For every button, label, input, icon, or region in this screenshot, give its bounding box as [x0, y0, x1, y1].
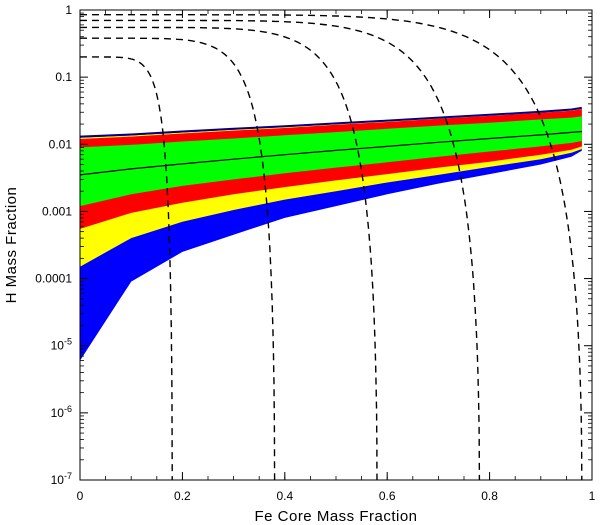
y-tick-label-7: 10-7: [51, 471, 72, 487]
x-tick-label-1: 0.2: [174, 489, 191, 503]
y-tick-label-0: 1: [65, 3, 72, 17]
solid-line-1: [79, 106, 582, 138]
axes-layer: 0 0.2 0.4 0.6 0.8 1 1 0.1 0.01 0.001 0.0001 10-5 10-…: [35, 3, 595, 503]
y-tick-label-6: 10-6: [51, 404, 72, 420]
x-tick-label-5: 1: [589, 489, 596, 503]
dashed-curve-4: [80, 14, 583, 481]
x-tick-label-0: 0: [77, 489, 84, 503]
dashed-curve-1: [80, 37, 276, 481]
y-tick-label-1: 0.1: [55, 70, 72, 84]
y-axis-title: H Mass Fraction: [3, 187, 20, 304]
x-tick-label-2: 0.4: [276, 489, 293, 503]
bands-layer: [80, 107, 582, 361]
y-tick-label-5: 10-5: [51, 337, 72, 353]
y-tick-label-4: 0.0001: [35, 272, 72, 286]
y-tick-label-3: 0.001: [42, 204, 72, 218]
dashed-curve-2: [80, 26, 378, 481]
band-3: [80, 116, 582, 207]
x-tick-label-3: 0.6: [379, 489, 396, 503]
dashed-curve-0: [80, 56, 173, 480]
y-tick-label-2: 0.01: [49, 137, 73, 151]
dashed-curves-layer: [80, 14, 583, 481]
x-axis-title: Fe Core Mass Fraction: [254, 508, 417, 525]
x-tick-label-4: 0.8: [481, 489, 498, 503]
